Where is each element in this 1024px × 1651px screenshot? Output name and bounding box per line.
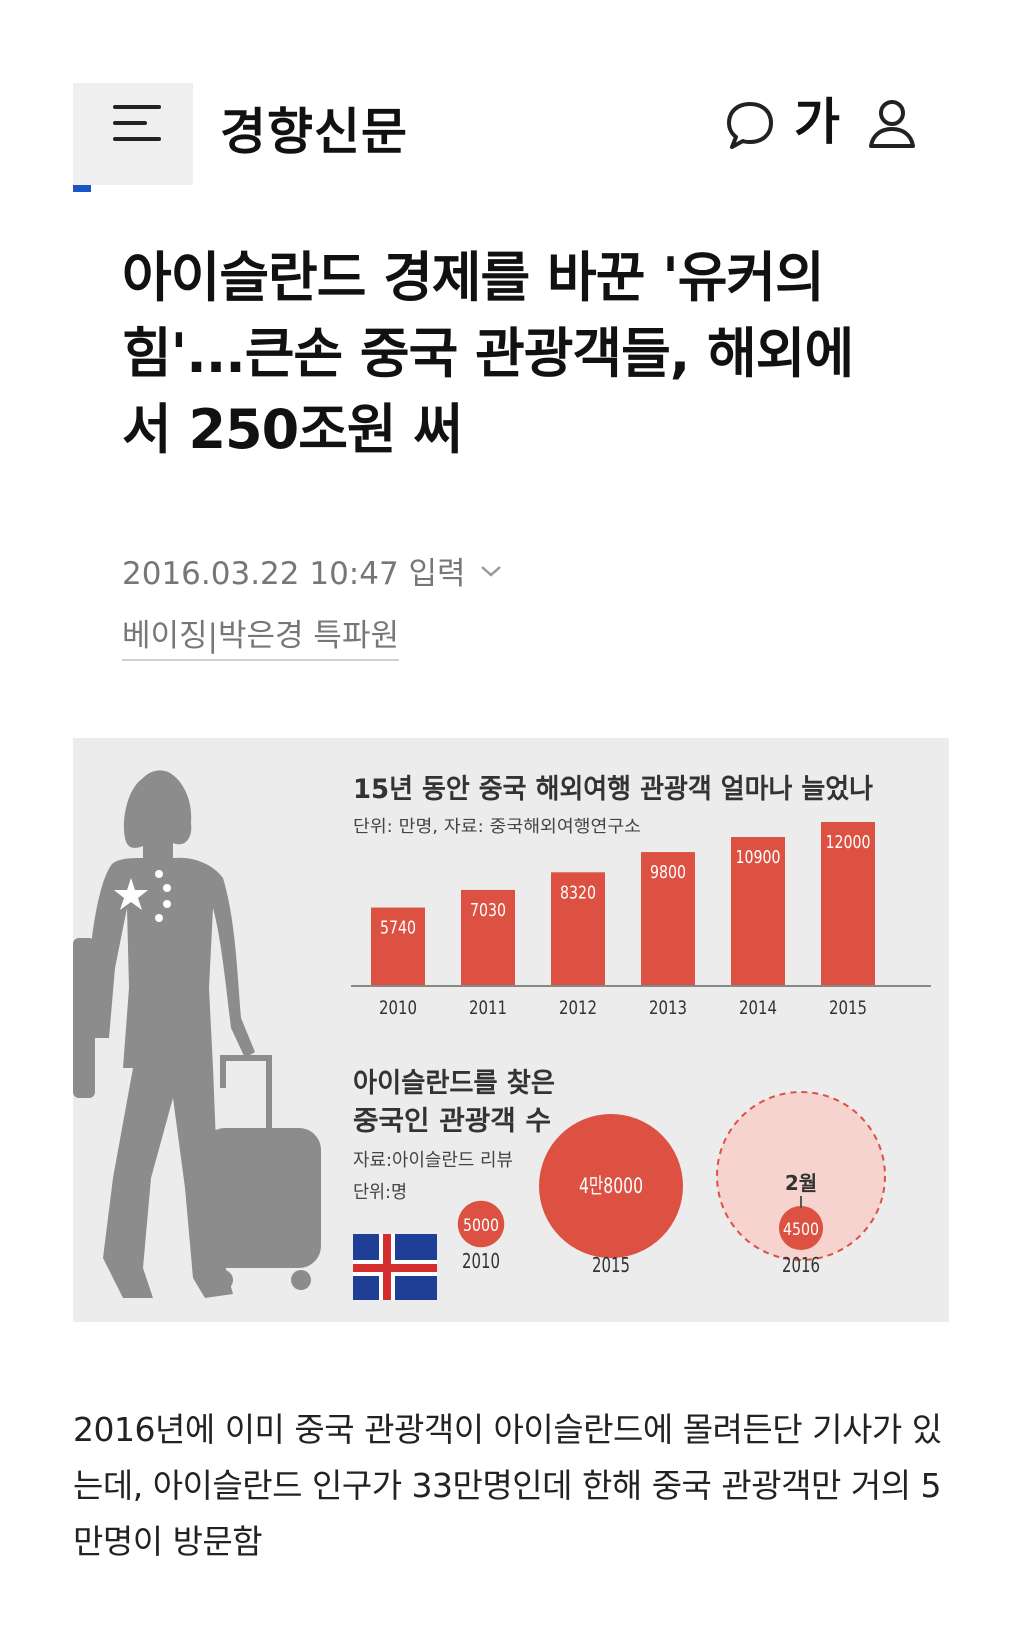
bubble-2010 (457, 1200, 505, 1248)
bar-category-label: 2010 (379, 997, 417, 1019)
bar-value-label: 12000 (826, 832, 871, 853)
bar-category-label: 2015 (829, 997, 867, 1019)
bar-chart: 5740 2010 7030 2011 8320 2012 9800 2013 10900 201… (371, 822, 875, 1019)
bar-2012 (551, 872, 605, 986)
chart2-unit: 단위:명 (353, 1182, 407, 1203)
chevron-down-icon[interactable] (480, 564, 502, 578)
bubble-category-label: 2015 (592, 1253, 630, 1277)
menu-icon (113, 105, 161, 153)
bar-category-label: 2011 (469, 997, 507, 1019)
menu-button[interactable] (73, 83, 193, 185)
chart1-title: 15년 동안 중국 해외여행 관광객 얼마나 늘었나 (353, 774, 873, 805)
bubble-2015 (539, 1114, 683, 1258)
article-headline: 아이슬란드 경제를 바꾼 '유커의 힘'...큰손 중국 관광객들, 해외에서 … (122, 246, 854, 461)
bubble-value-label: 4만8000 (579, 1174, 643, 1198)
menu-indicator (73, 185, 91, 192)
user-icon[interactable] (866, 96, 918, 152)
bubble-2016-outline (716, 1091, 886, 1261)
infographic-canvas: 15년 동안 중국 해외여행 관광객 얼마나 늘었나 단위: 만명, 자료: 중… (73, 770, 931, 1300)
bubble-value-label: 4500 (783, 1220, 819, 1240)
bar-category-label: 2012 (559, 997, 597, 1019)
site-logo[interactable]: 경향신문 (220, 102, 408, 161)
bar-category-label: 2013 (649, 997, 687, 1019)
article-dateline[interactable]: 2016.03.22 10:47 입력 (122, 548, 502, 593)
bar-2014 (731, 837, 785, 986)
bar-value-label: 10900 (736, 847, 781, 868)
bubble-value-label: 5000 (463, 1216, 499, 1236)
chart2-source: 자료:아이슬란드 리뷰 (353, 1150, 513, 1171)
post-caption: 2016년에 이미 중국 관광객이 아이슬란드에 몰려든단 기사가 있는데, 아… (73, 1410, 942, 1561)
bar-value-label: 8320 (560, 882, 596, 903)
font-size-button[interactable]: 가 (794, 93, 840, 151)
infographic: 15년 동안 중국 해외여행 관광객 얼마나 늘었나 단위: 만명, 자료: 중… (73, 738, 949, 1322)
bubble-2016 (778, 1205, 824, 1251)
traveler-silhouette (73, 770, 321, 1298)
bar-value-label: 5740 (380, 918, 416, 939)
chart1-source: 단위: 만명, 자료: 중국해외여행연구소 (353, 817, 641, 837)
bubble-2016-month-label: 2월 (785, 1171, 817, 1195)
bubble-category-label: 2010 (462, 1249, 500, 1273)
bar-2010 (371, 907, 425, 986)
article-byline[interactable]: 베이징|박은경 특파원 (122, 610, 399, 661)
bubble-chart: 5000 2010 4만8000 2015 4500 2016 2월 (457, 1091, 886, 1277)
bar-value-label: 7030 (470, 900, 506, 921)
iceland-flag-icon (353, 1234, 437, 1300)
chart2-title-line2: 중국인 관광객 수 (353, 1106, 551, 1137)
chart2-title-line1: 아이슬란드를 찾은 (353, 1068, 555, 1099)
bar-value-label: 9800 (650, 862, 686, 883)
bar-2013 (641, 852, 695, 986)
article-date: 2016.03.22 10:47 입력 (122, 556, 466, 592)
bubble-category-label: 2016 (782, 1253, 820, 1277)
bar-2015 (821, 822, 875, 986)
bar-category-label: 2014 (739, 997, 777, 1019)
comment-icon[interactable] (723, 98, 777, 152)
bar-2011 (461, 889, 515, 986)
